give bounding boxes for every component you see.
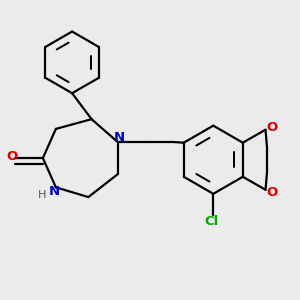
Text: N: N	[49, 185, 60, 198]
Text: N: N	[114, 131, 125, 145]
Text: H: H	[38, 190, 46, 200]
Text: Cl: Cl	[205, 215, 219, 228]
Text: O: O	[266, 121, 278, 134]
Text: O: O	[6, 150, 18, 163]
Text: O: O	[266, 186, 278, 199]
